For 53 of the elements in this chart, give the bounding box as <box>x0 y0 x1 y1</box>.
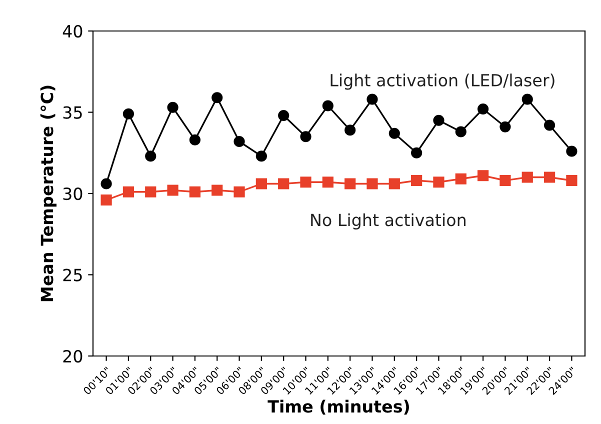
point <box>234 136 245 148</box>
point <box>145 150 156 162</box>
point <box>189 134 200 146</box>
point <box>544 120 556 131</box>
point <box>500 174 511 186</box>
point <box>122 108 134 120</box>
point <box>145 186 156 198</box>
point <box>300 176 312 188</box>
y-tick-label: 40 <box>62 24 82 38</box>
point <box>566 146 578 157</box>
point <box>411 174 422 186</box>
point <box>212 92 223 104</box>
point <box>478 170 489 182</box>
point <box>100 178 112 190</box>
point <box>189 186 200 198</box>
point <box>366 178 378 190</box>
point <box>278 178 290 190</box>
series-label: No Light activation <box>311 213 466 230</box>
point <box>522 94 533 105</box>
y-tick-label: 25 <box>63 268 82 282</box>
point <box>278 110 290 122</box>
point <box>344 178 356 190</box>
point <box>478 103 489 115</box>
point <box>212 184 223 196</box>
point <box>122 186 134 198</box>
point <box>234 186 245 198</box>
point <box>167 102 178 113</box>
point <box>388 128 400 139</box>
series-label: Light activation (LED/laser) <box>330 74 554 90</box>
y-axis-title: Mean Temperature (°C) <box>40 86 57 302</box>
y-tick-label: 30 <box>63 187 82 200</box>
point <box>388 178 400 190</box>
point <box>433 176 444 188</box>
point <box>322 176 334 188</box>
point <box>455 173 466 184</box>
point <box>256 178 267 190</box>
y-tick-label: 35 <box>63 106 82 119</box>
point <box>566 174 578 186</box>
y-tick-label: 20 <box>63 350 82 363</box>
point <box>366 94 378 105</box>
point <box>455 126 466 138</box>
point <box>322 100 334 112</box>
point <box>544 172 556 183</box>
point <box>300 131 312 142</box>
point <box>100 194 112 206</box>
point <box>167 184 178 196</box>
point <box>433 114 444 126</box>
point <box>256 150 267 162</box>
point <box>344 124 356 136</box>
point <box>411 147 422 158</box>
x-axis-title: Time (minutes) <box>268 400 409 415</box>
point <box>522 172 533 183</box>
point <box>500 121 511 132</box>
